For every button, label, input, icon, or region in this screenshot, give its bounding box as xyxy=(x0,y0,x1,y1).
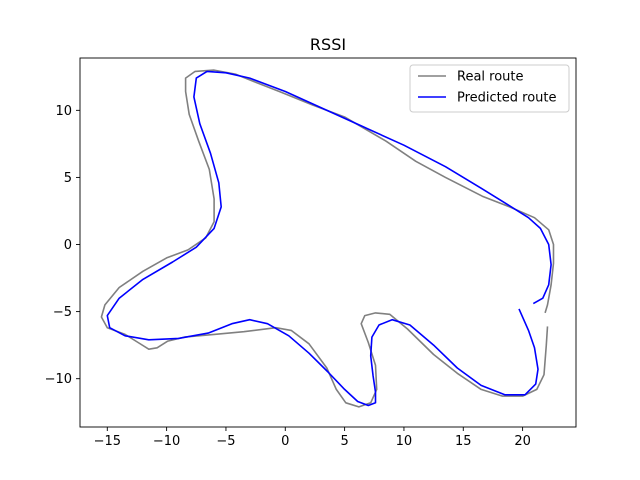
legend-label-real-route: Real route xyxy=(457,70,524,85)
chart-title: RSSI xyxy=(310,35,346,54)
x-tick-label: 20 xyxy=(514,434,531,449)
y-tick-label: 10 xyxy=(55,104,72,119)
legend-box xyxy=(409,64,570,113)
x-tick-label: 5 xyxy=(340,434,348,449)
x-tick-label: −5 xyxy=(216,434,235,449)
x-tick-label: 0 xyxy=(281,434,289,449)
legend: Real route Predicted route xyxy=(409,64,570,113)
x-tick-label: 10 xyxy=(396,434,413,449)
y-tick-label: 5 xyxy=(64,171,72,186)
legend-label-predicted-route: Predicted route xyxy=(457,91,557,106)
y-axis: −10 −5 0 5 10 xyxy=(45,104,80,387)
x-axis: −15 −10 −5 0 5 10 15 20 xyxy=(94,427,531,449)
plot-frame xyxy=(79,57,577,428)
x-tick-label: 15 xyxy=(455,434,472,449)
y-tick-label: 0 xyxy=(64,238,72,253)
y-tick-label: −10 xyxy=(45,372,72,387)
y-tick-label: −5 xyxy=(53,305,72,320)
x-tick-label: −15 xyxy=(94,434,121,449)
series-line-predicted-route xyxy=(106,70,552,407)
series-line-real-route xyxy=(100,69,555,408)
x-tick-label: −10 xyxy=(153,434,180,449)
series-layer xyxy=(100,69,555,408)
